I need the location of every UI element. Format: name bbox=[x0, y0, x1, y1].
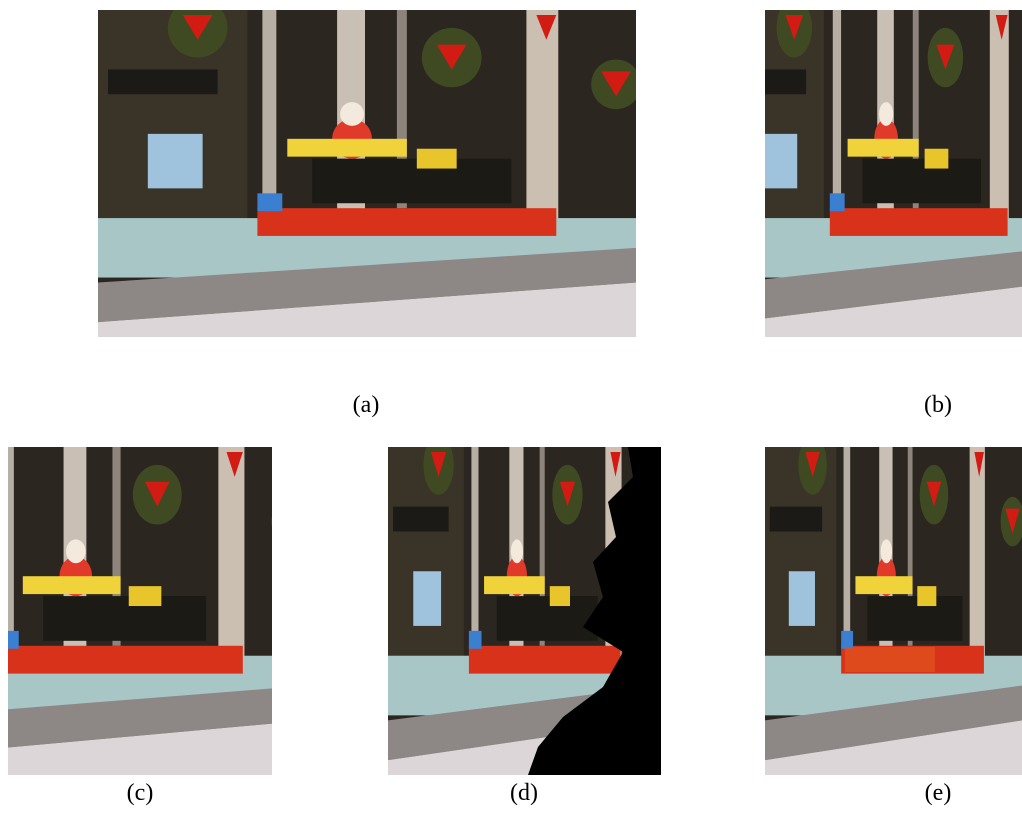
photo bbox=[765, 10, 1022, 337]
photo bbox=[8, 447, 272, 775]
caption: (a) bbox=[353, 392, 380, 419]
photo bbox=[765, 447, 1022, 775]
photo bbox=[388, 447, 661, 775]
caption: (b) bbox=[924, 392, 952, 419]
photo bbox=[98, 10, 636, 337]
caption: (d) bbox=[510, 780, 538, 807]
caption: (e) bbox=[925, 780, 952, 807]
figure: (a) (b) (c) (d) (e) bbox=[0, 0, 1022, 833]
caption: (c) bbox=[127, 780, 154, 807]
